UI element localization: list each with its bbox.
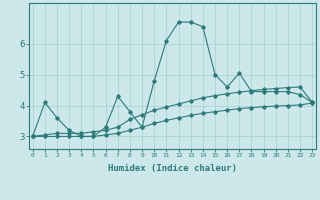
X-axis label: Humidex (Indice chaleur): Humidex (Indice chaleur): [108, 164, 237, 173]
